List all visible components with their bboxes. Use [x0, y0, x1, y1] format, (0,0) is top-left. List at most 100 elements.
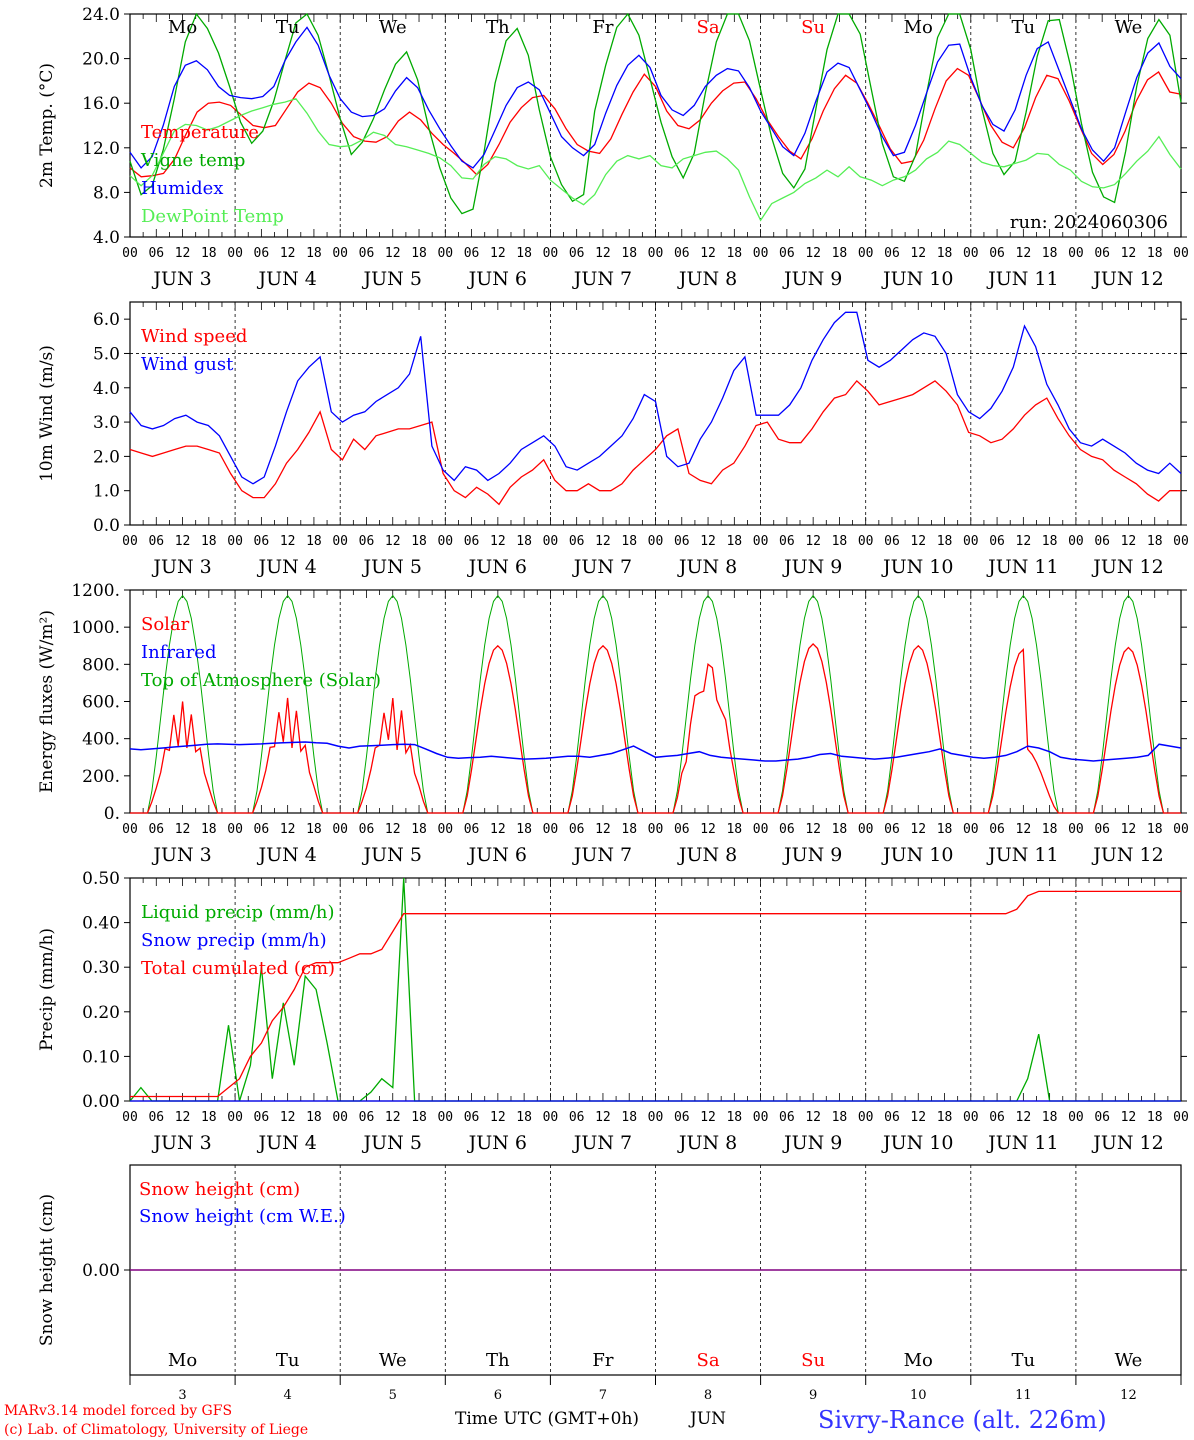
legend-entry: Wind gust — [141, 354, 234, 375]
x-date-label: JUN 3 — [151, 1132, 211, 1154]
x-hour-label: 00 — [543, 534, 559, 549]
x-hour-label: 18 — [726, 822, 742, 837]
x-hour-label: 00 — [122, 1110, 138, 1125]
x-hour-label: 18 — [411, 822, 427, 837]
x-date-label: JUN 11 — [986, 268, 1058, 290]
x-hour-label: 18 — [201, 1110, 217, 1125]
x-hour-label: 12 — [490, 822, 506, 837]
x-hour-label: 12 — [385, 822, 401, 837]
y-axis-label: 2m Temp. (°C) — [37, 63, 57, 188]
x-hour-label: 12 — [280, 246, 296, 261]
x-date-label: JUN 11 — [986, 844, 1058, 866]
x-hour-label: 18 — [937, 534, 953, 549]
x-hour-label: 06 — [674, 822, 690, 837]
x-hour-label: 12 — [595, 1110, 611, 1125]
x-hour-label: 00 — [122, 822, 138, 837]
x-hour-label: 12 — [385, 246, 401, 261]
x-day-number: 9 — [809, 1388, 817, 1403]
weekday-label-bottom: Su — [801, 1350, 825, 1371]
credit-line-1: MARv3.14 model forced by GFS — [4, 1403, 232, 1419]
x-date-label: JUN 10 — [881, 268, 953, 290]
legend-entry: Temperature — [141, 122, 259, 143]
x-hour-label: 12 — [700, 822, 716, 837]
x-date-label: JUN 9 — [782, 1132, 842, 1154]
x-hour-label: 00 — [332, 822, 348, 837]
panel-3: 0. 200. 400. 600. 800. 1000. 1200. Energy fluxe… — [37, 581, 1189, 866]
x-hour-label: 06 — [569, 534, 585, 549]
legend-entry: Snow height (cm W.E.) — [139, 1206, 346, 1227]
y-tick-label: 0.20 — [82, 1003, 120, 1023]
x-hour-label: 12 — [280, 822, 296, 837]
x-hour-label: 00 — [963, 534, 979, 549]
x-hour-label: 00 — [1173, 534, 1189, 549]
x-day-number: 5 — [389, 1388, 397, 1403]
x-hour-label: 18 — [621, 822, 637, 837]
y-axis-label: Energy fluxes (W/m²) — [37, 610, 57, 793]
series-total-cumulated-cm- — [130, 890, 1181, 1098]
weekday-label-top: Mo — [168, 17, 197, 38]
legend-entry: Liquid precip (mm/h) — [141, 902, 335, 923]
series-infrared — [129, 741, 1182, 762]
legend-entry: Vigne temp — [140, 150, 245, 171]
x-hour-label: 06 — [674, 1110, 690, 1125]
weekday-label-top: Tu — [1012, 17, 1036, 38]
x-hour-label: 18 — [1042, 822, 1058, 837]
x-hour-label: 00 — [543, 822, 559, 837]
x-day-number: 11 — [1015, 1388, 1032, 1403]
series-wind-gust — [129, 311, 1182, 485]
panel-1: 4.0 8.0 12.0 16.0 20.0 24.0 2m Temp. (°C) Tempe… — [37, 5, 1189, 290]
x-hour-label: 12 — [175, 246, 191, 261]
x-hour-label: 00 — [858, 822, 874, 837]
x-hour-label: 12 — [700, 1110, 716, 1125]
x-hour-label: 00 — [753, 534, 769, 549]
y-tick-label: 5.0 — [93, 344, 120, 364]
x-hour-label: 18 — [306, 534, 322, 549]
x-day-number: 4 — [284, 1388, 292, 1403]
x-hour-label: 18 — [306, 246, 322, 261]
y-tick-label: 1.0 — [93, 482, 120, 502]
legend-entry: Infrared — [141, 642, 216, 663]
x-hour-label: 06 — [1094, 246, 1110, 261]
y-tick-label: 600. — [82, 693, 120, 713]
x-hour-label: 00 — [332, 1110, 348, 1125]
x-hour-label: 06 — [884, 534, 900, 549]
x-hour-label: 06 — [359, 246, 375, 261]
x-hour-label: 18 — [937, 822, 953, 837]
x-axis-title: Time UTC (GMT+0h) — [455, 1409, 639, 1429]
x-hour-label: 18 — [516, 822, 532, 837]
weekday-label-bottom: Mo — [168, 1350, 197, 1371]
weekday-label-bottom: Tu — [276, 1350, 300, 1371]
weekday-label-top: Tu — [276, 17, 300, 38]
y-tick-label: 0.30 — [82, 958, 120, 978]
y-tick-label: 0.10 — [82, 1047, 120, 1067]
x-hour-label: 18 — [1147, 822, 1163, 837]
x-hour-label: 18 — [621, 534, 637, 549]
x-hour-label: 06 — [464, 246, 480, 261]
y-tick-label: 0. — [104, 804, 120, 824]
x-date-label: JUN 5 — [362, 1132, 422, 1154]
x-date-label: JUN 6 — [467, 1132, 527, 1154]
weekday-label-top: We — [1115, 17, 1143, 38]
x-hour-label: 06 — [674, 534, 690, 549]
x-date-label: JUN 11 — [986, 556, 1058, 578]
x-hour-label: 12 — [700, 246, 716, 261]
x-hour-label: 12 — [1016, 1110, 1032, 1125]
x-day-number: 8 — [704, 1388, 712, 1403]
x-date-label: JUN 3 — [151, 268, 211, 290]
x-hour-label: 06 — [254, 822, 270, 837]
y-tick-label: 12.0 — [82, 139, 120, 159]
x-hour-label: 18 — [621, 246, 637, 261]
x-hour-label: 18 — [516, 246, 532, 261]
x-hour-label: 18 — [832, 822, 848, 837]
series-wind-speed — [129, 379, 1181, 506]
x-hour-label: 18 — [306, 1110, 322, 1125]
legend-entry: Humidex — [141, 178, 223, 199]
legend-entry: DewPoint Temp — [141, 206, 284, 227]
x-hour-label: 06 — [1094, 1110, 1110, 1125]
weekday-label-bottom: We — [1115, 1350, 1143, 1371]
x-hour-label: 06 — [148, 534, 164, 549]
x-hour-label: 06 — [779, 246, 795, 261]
x-hour-label: 00 — [1068, 1110, 1084, 1125]
x-hour-label: 18 — [201, 822, 217, 837]
